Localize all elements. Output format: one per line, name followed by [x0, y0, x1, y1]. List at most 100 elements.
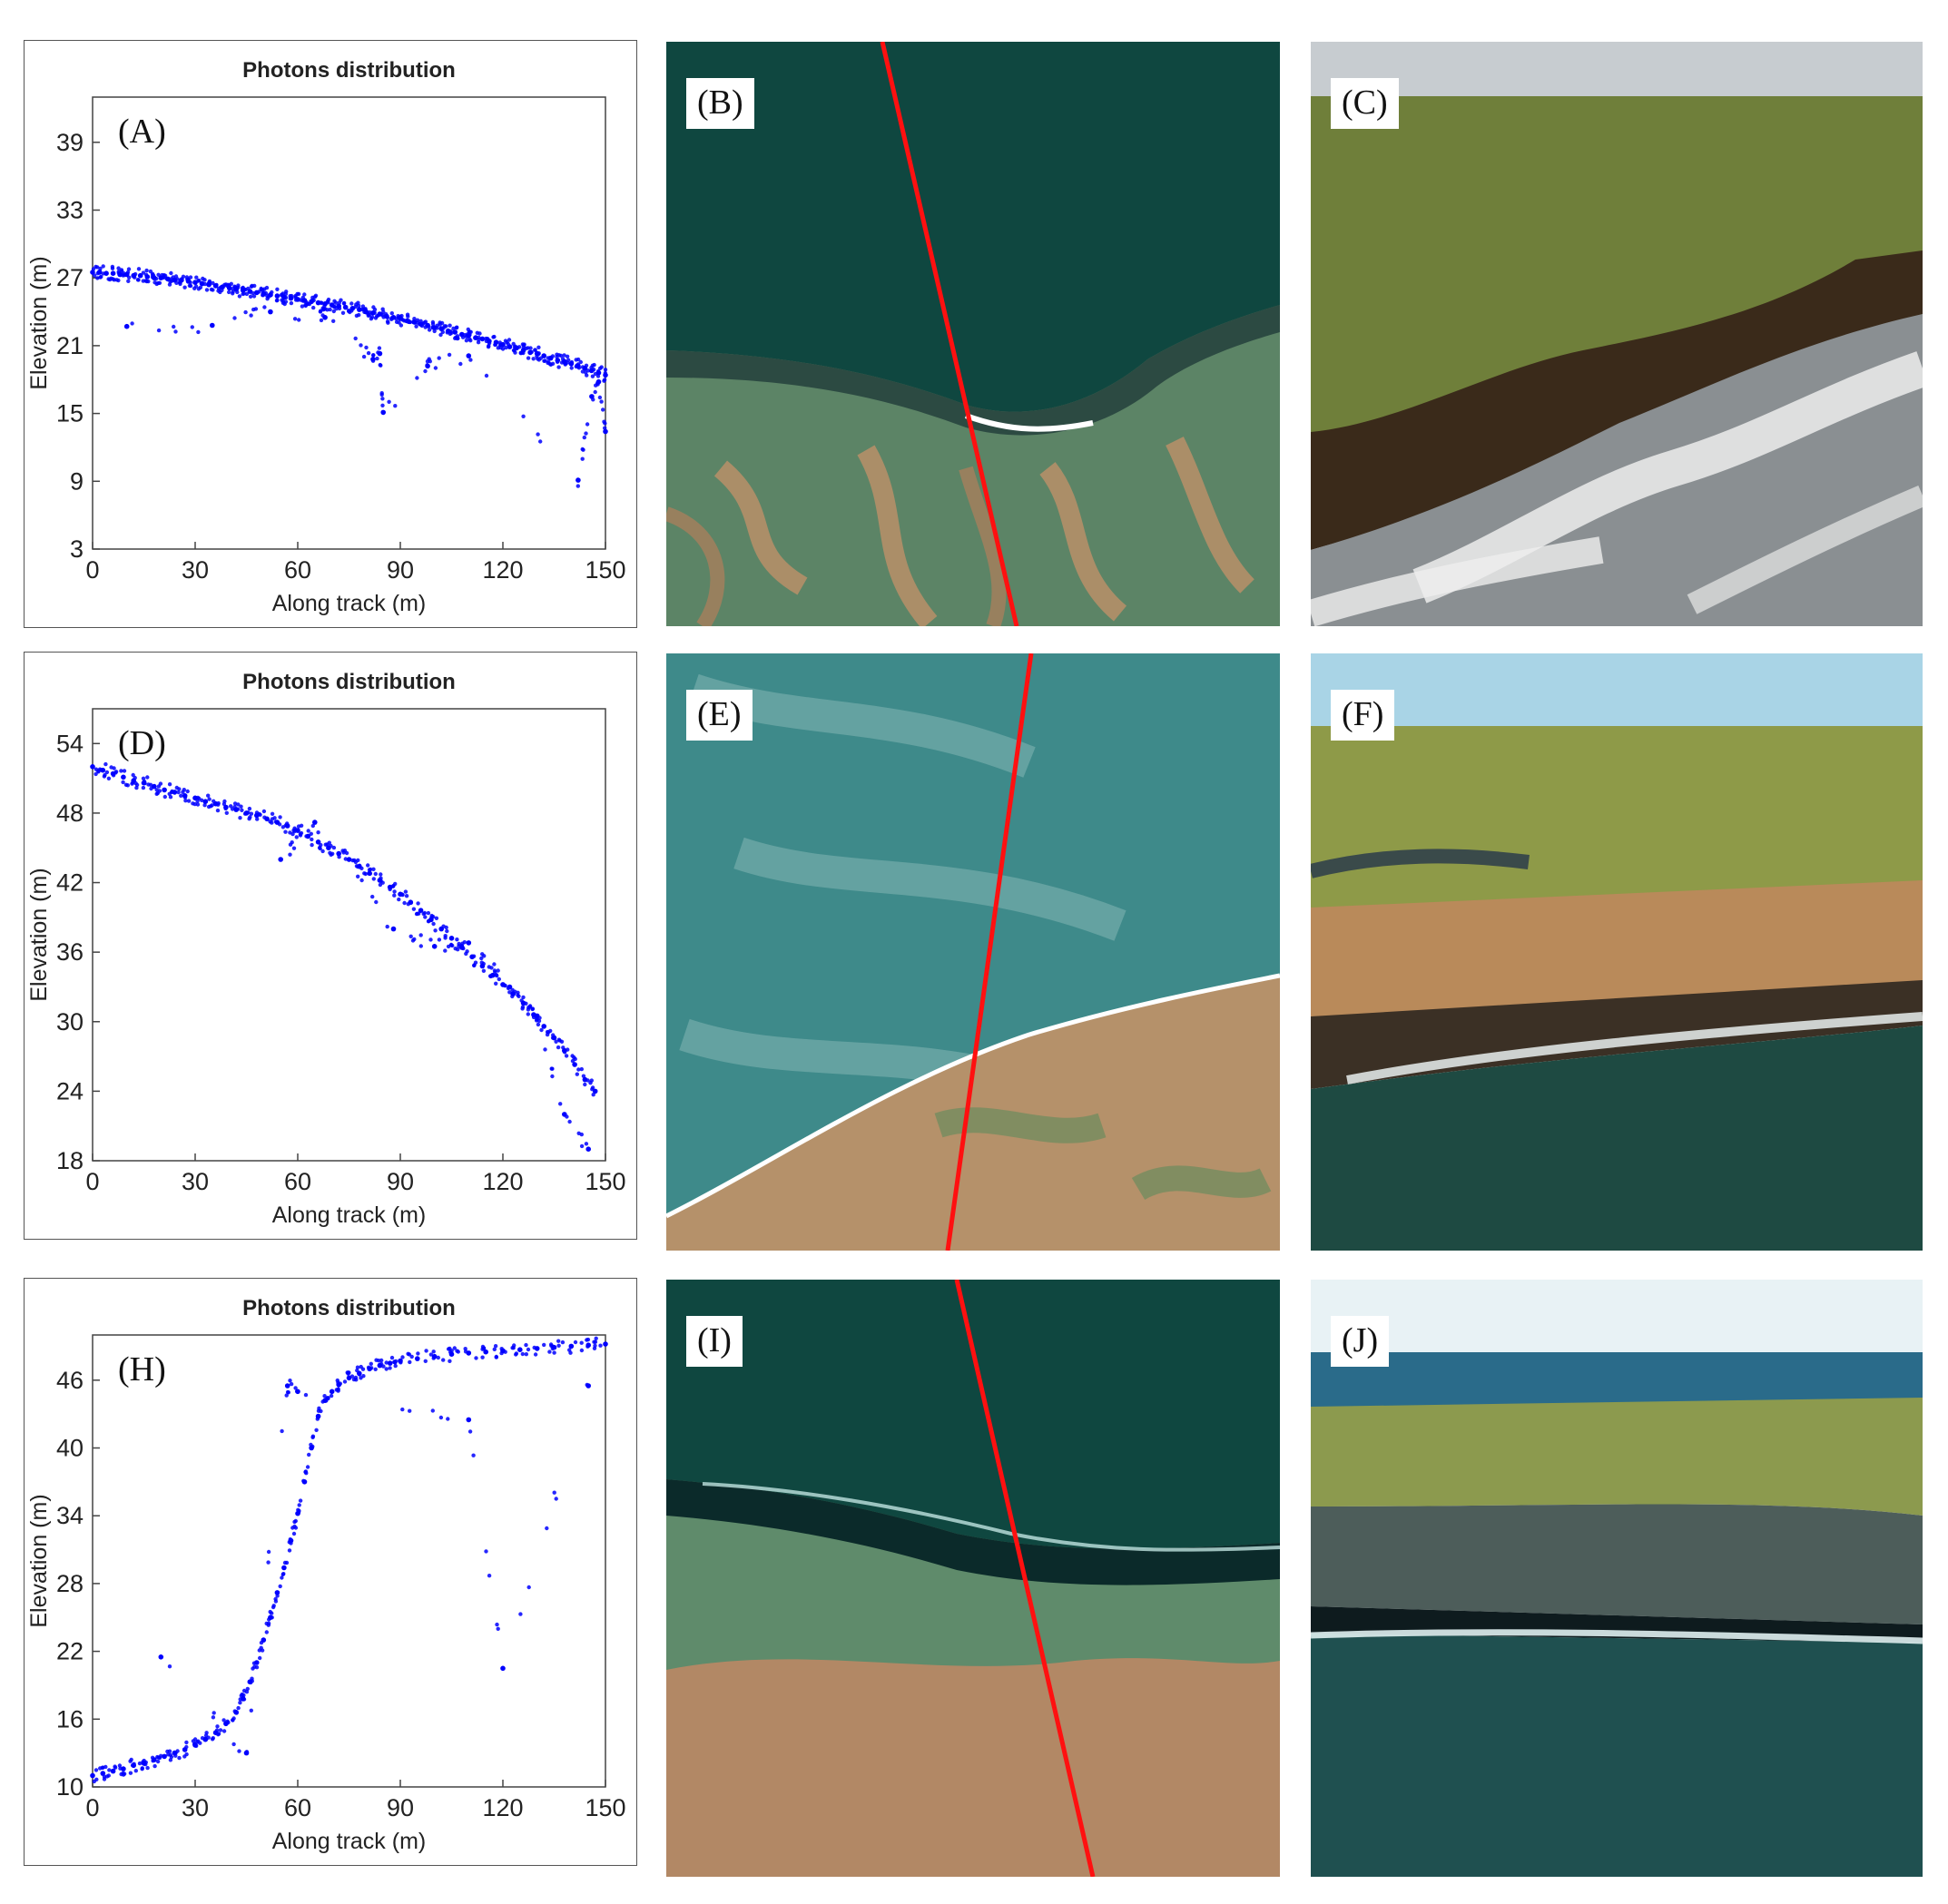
- photon-point: [356, 874, 360, 878]
- photon-point: [247, 817, 251, 821]
- data-point: [415, 1356, 420, 1361]
- photon-point: [315, 839, 320, 845]
- photon-point: [380, 880, 385, 885]
- photon-point: [334, 1388, 339, 1392]
- photon-point: [338, 1381, 342, 1386]
- photon-point: [168, 280, 172, 284]
- photon-point: [533, 1352, 538, 1357]
- photon-point: [200, 1736, 205, 1741]
- data-point: [162, 1753, 167, 1760]
- photon-point: [122, 273, 127, 278]
- photon-point: [292, 829, 297, 834]
- photon-point: [288, 1379, 292, 1383]
- photon-point: [494, 981, 498, 986]
- photon-point: [270, 1611, 274, 1615]
- photon-point: [546, 360, 550, 366]
- photon-point: [346, 1371, 350, 1376]
- photon-point: [156, 328, 162, 333]
- photon-point: [481, 961, 486, 967]
- photon-point: [548, 1342, 554, 1347]
- photon-point: [416, 1351, 420, 1356]
- photon-point: [481, 968, 487, 973]
- photon-point: [211, 1715, 216, 1720]
- photon-point: [474, 335, 478, 339]
- photon-point: [492, 1347, 497, 1351]
- photon-point: [130, 781, 134, 786]
- photon-point: [296, 824, 301, 829]
- chart-title: Photons distribution: [242, 670, 456, 694]
- photon-point: [556, 1343, 561, 1348]
- photon-point: [400, 1355, 405, 1359]
- photon-point: [283, 829, 288, 834]
- y-tick-label: 18: [56, 1147, 84, 1174]
- photon-point: [220, 288, 224, 292]
- photon-point: [360, 1367, 366, 1371]
- photon-point: [585, 422, 590, 427]
- photon-point: [264, 1630, 269, 1634]
- photon-point: [441, 1358, 446, 1362]
- photon-point: [257, 1648, 261, 1653]
- photon-point: [98, 275, 103, 280]
- photon-point: [418, 944, 423, 948]
- photon-point: [207, 797, 212, 801]
- panel-label: (H): [118, 1350, 166, 1389]
- photon-point: [389, 316, 394, 320]
- photon-point: [455, 937, 459, 942]
- photon-point: [392, 1359, 397, 1365]
- photon-point: [445, 928, 449, 934]
- photon-point: [157, 789, 162, 793]
- photon-point: [455, 1349, 459, 1353]
- photon-point: [140, 1767, 144, 1772]
- photon-point: [399, 892, 405, 897]
- photon-point: [291, 846, 297, 850]
- photon-point: [103, 1764, 108, 1770]
- photon-point: [538, 439, 543, 444]
- photon-point: [293, 1386, 298, 1390]
- satellite-image-b: (B): [666, 42, 1280, 626]
- photon-point: [520, 350, 525, 355]
- photon-point: [144, 268, 149, 273]
- photon-point: [526, 1347, 531, 1352]
- photon-point: [218, 1728, 223, 1732]
- photon-point: [412, 320, 418, 325]
- photon-point: [524, 1001, 528, 1006]
- photon-point: [451, 326, 456, 331]
- photon-point: [536, 345, 541, 349]
- photon-point: [331, 304, 337, 309]
- photon-point: [437, 356, 441, 360]
- photon-point: [103, 761, 108, 767]
- x-tick-label: 120: [482, 556, 523, 584]
- photon-point: [126, 267, 132, 271]
- photon-point: [216, 802, 221, 807]
- photon-point: [318, 846, 322, 851]
- photon-point: [182, 795, 188, 800]
- photon-point: [310, 837, 314, 842]
- photon-point: [310, 1444, 315, 1449]
- photon-point: [521, 343, 526, 348]
- data-point: [281, 1565, 287, 1571]
- photon-point: [370, 358, 376, 363]
- photon-point: [202, 281, 208, 287]
- photon-point: [306, 829, 310, 833]
- photon-point: [167, 782, 172, 787]
- photon-point: [238, 1701, 242, 1705]
- photon-point: [122, 1772, 127, 1776]
- photon-point: [359, 1376, 363, 1380]
- photon-point: [93, 1768, 99, 1772]
- photon-point: [307, 1452, 311, 1457]
- x-tick-label: 60: [284, 556, 311, 584]
- aerial-photo-f: (F): [1311, 653, 1923, 1251]
- y-tick-label: 3: [70, 535, 84, 563]
- photon-point: [259, 1640, 264, 1645]
- photon-point: [488, 974, 493, 979]
- photon-point: [408, 934, 413, 938]
- photon-point: [467, 1429, 473, 1434]
- photon-point: [554, 1497, 558, 1501]
- photon-point: [579, 1132, 584, 1137]
- y-tick-label: 22: [56, 1638, 84, 1665]
- photon-point: [286, 1390, 290, 1395]
- photon-point: [503, 1349, 507, 1354]
- data-point: [284, 1383, 290, 1389]
- photon-point: [255, 817, 260, 821]
- plot-area: [92, 96, 606, 550]
